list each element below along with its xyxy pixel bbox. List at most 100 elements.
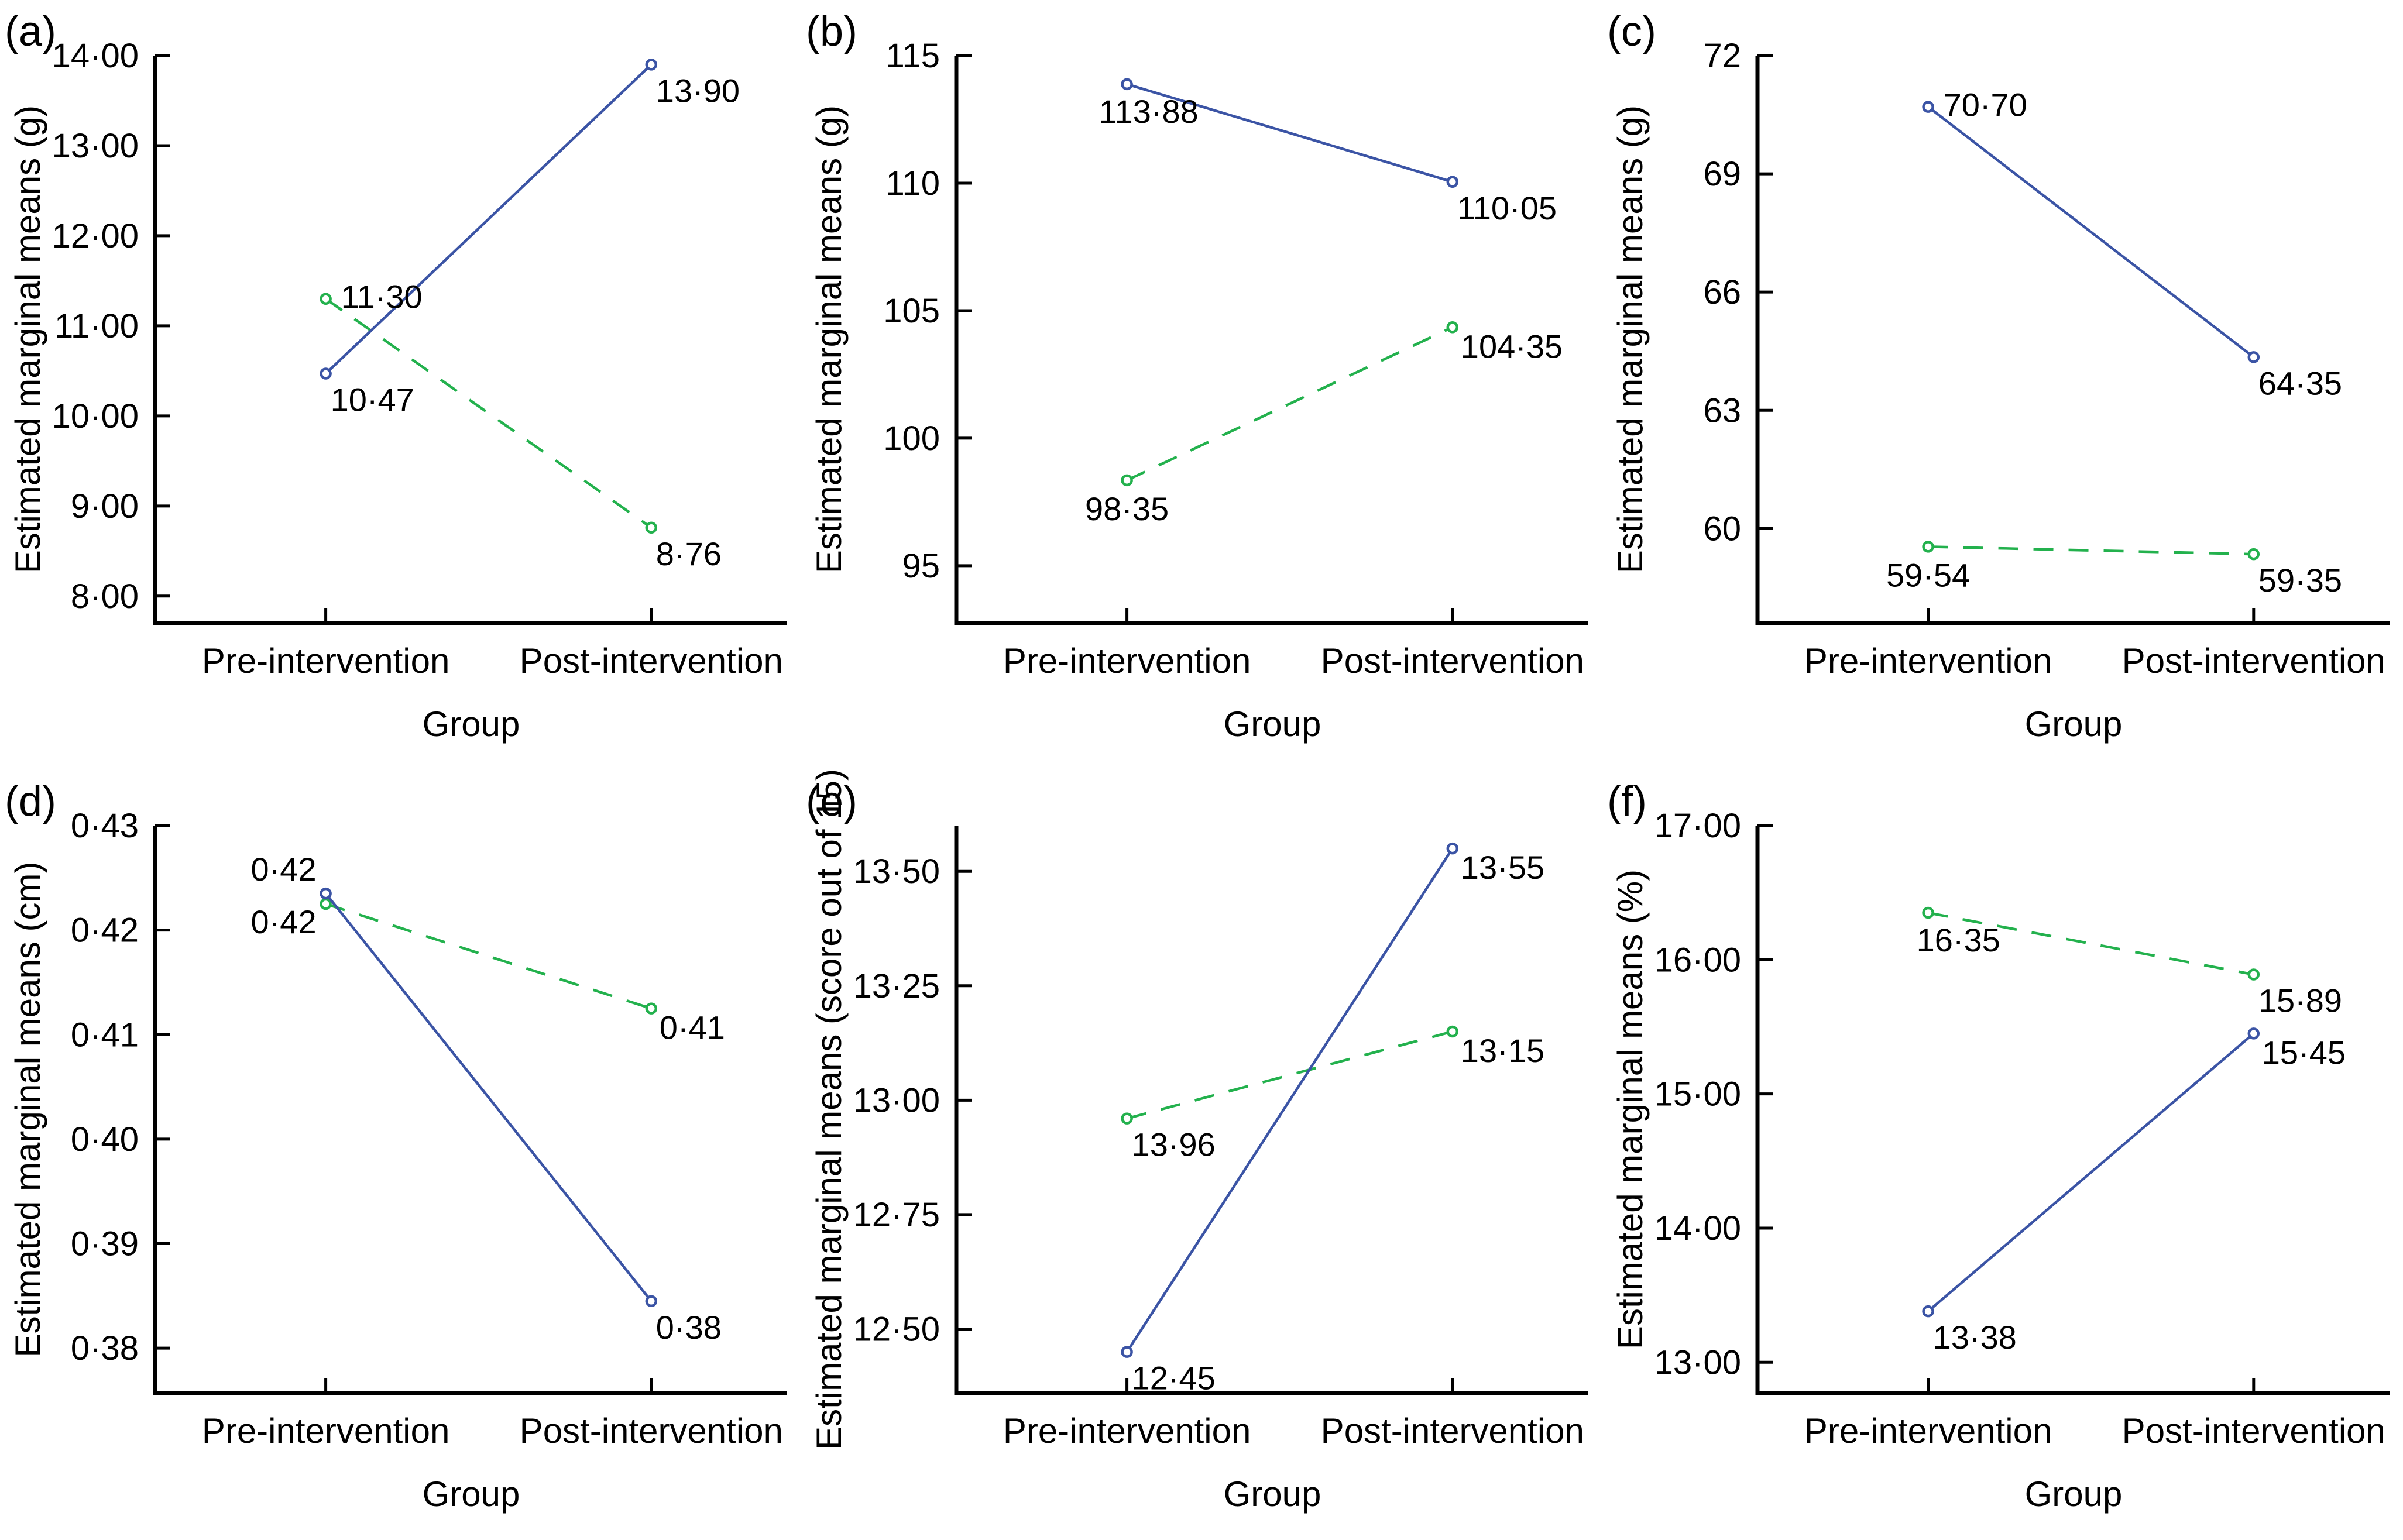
- panel-letter: (d): [5, 778, 56, 825]
- y-tick-label: 13·00: [52, 127, 139, 165]
- panel-f: (f) 17·00 16·00 15·00 14·00 13·00 Pre-interven…: [1602, 770, 2403, 1540]
- y-tick-label: 8·00: [71, 578, 139, 616]
- x-axis-title: Group: [1224, 1474, 1321, 1514]
- y-tick-label: 0·41: [71, 1016, 139, 1054]
- data-point-marker-green: [645, 1002, 658, 1015]
- y-axis-title: Estimated marginal means (g): [809, 105, 849, 573]
- y-tick-label: 69: [1703, 155, 1741, 193]
- y-tick-label: 13·00: [1654, 1343, 1741, 1381]
- panel-a: (a) 14·00 13·00 12·00 11·00 10·00 9·00 8·00 Pre-…: [0, 0, 801, 770]
- data-point-marker-green: [1121, 1112, 1133, 1125]
- category-label: Post-intervention: [1321, 1411, 1584, 1450]
- y-tick-label: 11·00: [54, 307, 139, 345]
- data-point-marker-blue: [2247, 351, 2260, 363]
- category-label: Pre-intervention: [1003, 1411, 1251, 1450]
- y-axis-title: Estimated marginal means (g): [1611, 105, 1650, 573]
- data-point-label: 0·41: [660, 1009, 725, 1046]
- panel-letter: (b): [806, 8, 857, 55]
- category-label: Post-intervention: [2122, 641, 2385, 680]
- panel-d-chart: (d) 0·43 0·42 0·41 0·40 0·39 0·38 Pre-intervent…: [5, 778, 787, 1514]
- data-point-marker-blue: [645, 59, 658, 71]
- data-point-label: 0·42: [251, 903, 317, 940]
- y-tick-label: 0·42: [71, 912, 139, 950]
- data-point-marker-blue: [1121, 78, 1133, 91]
- data-point-marker-green: [1446, 1025, 1459, 1038]
- data-point-marker-green: [320, 293, 332, 305]
- y-tick-label: 95: [902, 547, 940, 585]
- y-tick-label: 72: [1703, 37, 1741, 75]
- data-point-label: 8·76: [656, 535, 722, 572]
- y-tick-label: 9·00: [71, 487, 139, 525]
- series-line-green: [1928, 545, 2254, 556]
- y-tick-label: 13·00: [853, 1081, 940, 1119]
- series-line-green: [325, 297, 653, 529]
- y-axis-title: Estimated marginal means (g): [8, 105, 47, 573]
- category-label: Post-intervention: [520, 1411, 783, 1450]
- series-line-blue: [325, 63, 653, 375]
- category-label: Post-intervention: [1321, 641, 1584, 680]
- category-label: Pre-intervention: [1003, 641, 1251, 680]
- data-point-marker-green: [320, 898, 332, 910]
- y-tick-label: 13·25: [853, 967, 940, 1005]
- y-tick-label: 105: [883, 292, 940, 330]
- data-point-marker-blue: [320, 367, 332, 380]
- y-tick-label: 14·00: [1654, 1209, 1741, 1247]
- data-point-marker-green: [1922, 906, 1934, 919]
- data-point-label: 15·89: [2258, 982, 2342, 1019]
- axis-lines: [954, 826, 1588, 1395]
- y-tick-label: 110: [886, 164, 940, 202]
- data-point-label: 104·35: [1461, 328, 1563, 365]
- category-label: Post-intervention: [520, 641, 783, 680]
- panel-f-chart: (f)17·00 16·00 15·00 14·00 13·00 Pre-interven…: [1607, 778, 2390, 1514]
- x-axis-title: Group: [2025, 704, 2123, 744]
- series-line-blue: [1126, 82, 1453, 183]
- category-label: Post-intervention: [2122, 1411, 2385, 1450]
- data-point-label: 13·90: [656, 72, 740, 109]
- data-point-label: 13·38: [1933, 1319, 2017, 1356]
- data-point-marker-blue: [1922, 1305, 1934, 1318]
- axis-lines: [1755, 826, 2390, 1395]
- x-axis-title: Group: [1224, 704, 1321, 744]
- data-point-marker-green: [2247, 548, 2260, 561]
- data-point-label: 110·05: [1457, 190, 1557, 226]
- panel-letter: (c): [1607, 8, 1656, 55]
- panel-b: (b) 115 110 105 100 95 Pre-intervention Post-in…: [801, 0, 1602, 770]
- axis-lines: [153, 56, 787, 625]
- panel-b-chart: (b) 115 110 105 100 95 Pre-intervention Post-in…: [806, 8, 1588, 744]
- data-point-label: 59·35: [2258, 562, 2342, 599]
- data-point-label: 12·45: [1132, 1360, 1216, 1397]
- axis-lines: [153, 826, 787, 1395]
- y-tick-label: 0·39: [71, 1225, 139, 1263]
- y-axis-title: Estimated marginal means (score out of 1…: [809, 770, 849, 1450]
- data-point-label: 16·35: [1917, 922, 2000, 958]
- y-tick-label: 63: [1703, 391, 1741, 429]
- data-point-marker-blue: [320, 887, 332, 900]
- data-point-label: 13·15: [1461, 1032, 1544, 1069]
- panel-a-chart: (a)14·00 13·00 12·00 11·00 10·00 9·00 8·00 Pre-…: [5, 8, 787, 744]
- data-point-label: 13·55: [1461, 849, 1544, 886]
- data-point-marker-green: [2247, 968, 2260, 981]
- y-tick-label: 115: [886, 37, 940, 75]
- series-line-blue: [1927, 105, 2255, 359]
- panel-d: (d) 0·43 0·42 0·41 0·40 0·39 0·38 Pre-intervent…: [0, 770, 801, 1540]
- data-point-marker-green: [1446, 321, 1459, 334]
- y-tick-label: 13·50: [853, 852, 940, 891]
- data-point-marker-blue: [1121, 1346, 1133, 1358]
- series-line-green: [325, 902, 652, 1010]
- x-axis-title: Group: [423, 1474, 520, 1514]
- y-tick-label: 16·00: [1654, 941, 1741, 979]
- y-tick-label: 100: [883, 420, 940, 458]
- data-point-marker-green: [1121, 474, 1133, 487]
- data-point-label: 70·70: [1944, 87, 2027, 123]
- data-point-marker-green: [645, 521, 658, 534]
- data-point-label: 15·45: [2262, 1034, 2346, 1071]
- panel-e-chart: (e) 13·50 13·25 13·00 12·75 12·50 Pre-interven…: [806, 770, 1588, 1514]
- data-point-label: 0·42: [251, 851, 317, 888]
- y-tick-label: 60: [1703, 510, 1741, 548]
- category-label: Pre-intervention: [1804, 1411, 2052, 1450]
- data-point-label: 59·54: [1886, 556, 1970, 593]
- y-tick-label: 0·40: [71, 1120, 139, 1159]
- series-line-green: [1126, 326, 1453, 482]
- series-line-blue: [324, 892, 653, 1302]
- y-tick-label: 12·00: [52, 217, 139, 255]
